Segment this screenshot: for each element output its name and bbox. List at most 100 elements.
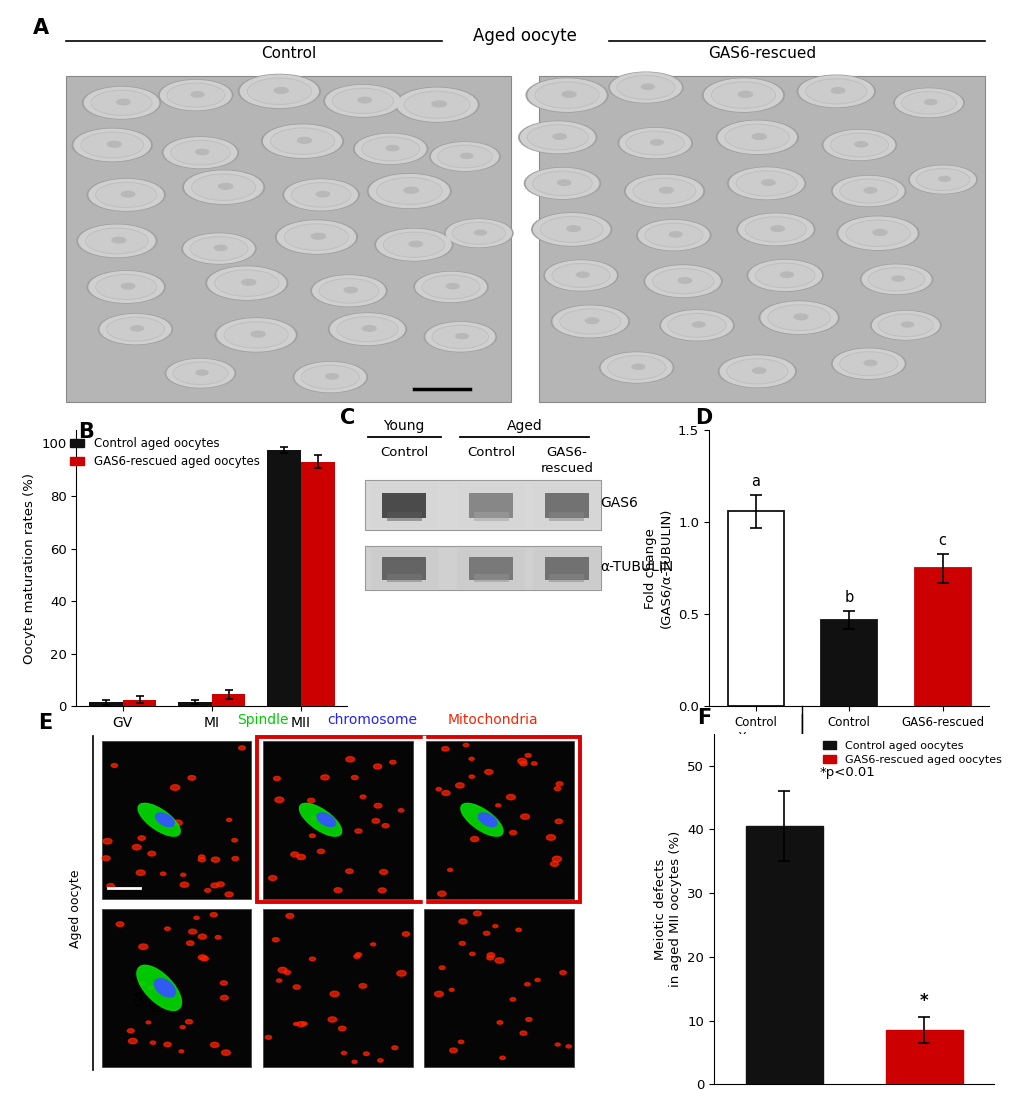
Circle shape — [769, 306, 826, 329]
Circle shape — [354, 955, 360, 959]
Circle shape — [798, 76, 872, 107]
Circle shape — [533, 214, 609, 245]
Circle shape — [121, 284, 135, 289]
Circle shape — [217, 271, 276, 295]
Circle shape — [608, 72, 683, 102]
Circle shape — [78, 226, 155, 257]
Circle shape — [636, 179, 692, 202]
Circle shape — [871, 311, 938, 339]
Circle shape — [780, 272, 793, 277]
Circle shape — [194, 916, 199, 920]
Circle shape — [833, 135, 886, 156]
Circle shape — [535, 172, 589, 195]
Circle shape — [439, 146, 489, 167]
Circle shape — [359, 984, 366, 989]
Circle shape — [860, 265, 931, 295]
Bar — [544, 557, 588, 579]
Circle shape — [317, 815, 324, 820]
Ellipse shape — [138, 803, 180, 836]
Circle shape — [343, 287, 357, 292]
Circle shape — [713, 83, 772, 107]
Circle shape — [324, 85, 401, 117]
Circle shape — [461, 153, 472, 158]
Text: F: F — [697, 708, 710, 728]
Bar — [386, 574, 421, 583]
Circle shape — [486, 955, 493, 960]
Circle shape — [526, 78, 607, 112]
Circle shape — [137, 870, 145, 875]
Circle shape — [231, 838, 237, 842]
Circle shape — [265, 1035, 271, 1040]
Bar — [473, 574, 508, 583]
Circle shape — [842, 353, 895, 375]
Circle shape — [530, 126, 585, 149]
Circle shape — [250, 79, 309, 103]
Circle shape — [373, 764, 381, 770]
Circle shape — [661, 310, 732, 340]
Circle shape — [378, 887, 386, 893]
Circle shape — [272, 937, 279, 942]
Circle shape — [510, 831, 516, 835]
Circle shape — [364, 138, 417, 160]
Bar — [66, 76, 511, 403]
Circle shape — [98, 183, 154, 207]
Circle shape — [358, 98, 371, 103]
Circle shape — [808, 80, 863, 102]
Circle shape — [274, 88, 288, 93]
Circle shape — [94, 91, 149, 115]
Circle shape — [441, 791, 449, 795]
Circle shape — [552, 133, 566, 139]
Circle shape — [519, 121, 596, 153]
Text: Aged oocyte: Aged oocyte — [69, 870, 82, 949]
Bar — [539, 76, 983, 403]
Circle shape — [164, 927, 170, 931]
Circle shape — [531, 212, 611, 246]
Bar — [386, 512, 421, 520]
Circle shape — [140, 982, 146, 985]
Circle shape — [217, 319, 294, 351]
Circle shape — [352, 775, 358, 780]
Circle shape — [308, 798, 315, 803]
Ellipse shape — [154, 979, 175, 997]
Circle shape — [148, 852, 156, 856]
Circle shape — [668, 231, 682, 237]
Circle shape — [72, 129, 152, 161]
Circle shape — [717, 121, 796, 153]
Circle shape — [863, 188, 876, 193]
Circle shape — [626, 176, 702, 207]
Circle shape — [146, 1021, 151, 1024]
Circle shape — [624, 175, 704, 208]
Circle shape — [729, 168, 803, 199]
Bar — [102, 741, 251, 898]
Circle shape — [225, 892, 232, 897]
Circle shape — [758, 301, 839, 335]
Circle shape — [632, 364, 644, 369]
Circle shape — [496, 1021, 502, 1024]
Bar — [365, 480, 600, 529]
Circle shape — [274, 797, 283, 803]
Circle shape — [892, 276, 904, 281]
Y-axis label: Oocyte maturation rates (%): Oocyte maturation rates (%) — [23, 473, 36, 664]
Bar — [257, 737, 579, 902]
Bar — [89, 702, 122, 706]
Circle shape — [407, 92, 467, 117]
Circle shape — [283, 971, 290, 974]
Circle shape — [240, 76, 318, 108]
Circle shape — [484, 770, 492, 774]
Circle shape — [487, 953, 494, 957]
Circle shape — [311, 275, 386, 307]
Text: C: C — [339, 408, 355, 428]
Circle shape — [382, 824, 388, 827]
Circle shape — [521, 814, 529, 820]
Circle shape — [821, 130, 896, 160]
Circle shape — [543, 260, 618, 290]
Circle shape — [178, 1050, 183, 1053]
Circle shape — [449, 1048, 457, 1053]
Circle shape — [293, 361, 367, 393]
Text: Control: Control — [141, 798, 154, 841]
Circle shape — [554, 265, 607, 287]
Circle shape — [339, 318, 395, 340]
Circle shape — [221, 1050, 230, 1055]
Circle shape — [645, 266, 719, 297]
Circle shape — [893, 88, 963, 117]
